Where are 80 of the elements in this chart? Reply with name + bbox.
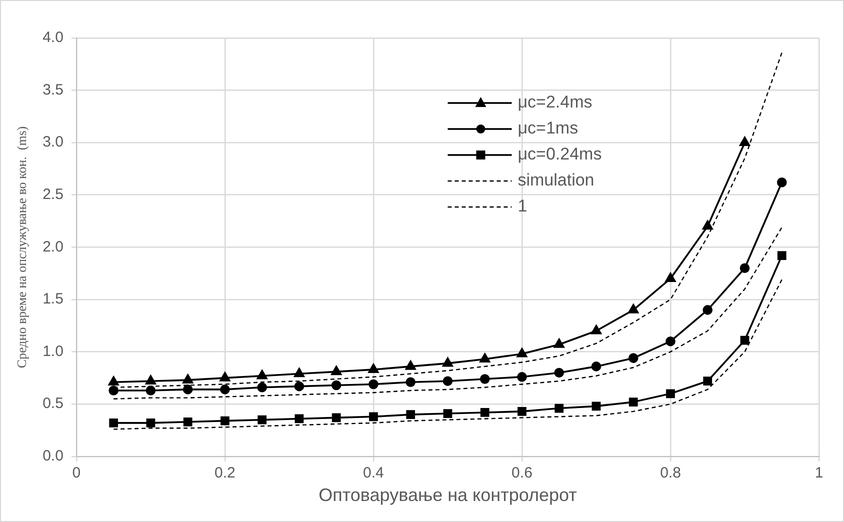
point [182, 384, 193, 394]
point [332, 413, 341, 422]
legend-label: μc=2.4ms [518, 92, 592, 112]
point [740, 336, 750, 345]
point [182, 374, 194, 384]
y-tick-label: 0.5 [42, 395, 64, 412]
point [480, 408, 490, 417]
point [406, 410, 416, 419]
point [666, 389, 675, 398]
legend-label: simulation [518, 170, 594, 190]
y-tick-label: 4.0 [42, 29, 64, 46]
y-axis-title: Средно време на опслужување во кон. (ms) [14, 126, 30, 368]
point [665, 272, 676, 282]
point [183, 417, 192, 426]
x-tick-label: 0 [72, 464, 81, 482]
legend-label: 1 [518, 196, 528, 216]
point [702, 220, 713, 230]
point [777, 251, 786, 260]
point [256, 370, 268, 380]
y-tick-label: 0.0 [42, 448, 64, 465]
point [109, 418, 118, 428]
x-axis-title: Оптоварување на контролерот [318, 485, 577, 506]
point [628, 304, 639, 314]
point [591, 362, 602, 372]
x-tick-label: 1 [814, 464, 824, 482]
point [442, 376, 453, 386]
y-tick-label: 3.5 [42, 81, 64, 98]
point [406, 377, 416, 388]
point [776, 177, 787, 188]
point [368, 379, 378, 390]
point [294, 414, 304, 424]
point [480, 374, 490, 384]
point [108, 386, 118, 396]
y-tick-label: 3.0 [42, 134, 64, 151]
point [146, 386, 156, 396]
legend-label: μc=1ms [518, 118, 578, 138]
point [740, 136, 750, 146]
point [666, 336, 676, 346]
point [369, 412, 378, 422]
point [220, 384, 230, 394]
point [331, 366, 342, 376]
point [518, 406, 526, 416]
x-tick-label: 0.4 [363, 464, 384, 482]
x-tick-label: 0.8 [660, 464, 681, 482]
point [331, 380, 342, 390]
point [294, 368, 304, 378]
point [442, 357, 453, 367]
point [108, 376, 119, 386]
point [294, 381, 304, 392]
point [480, 353, 490, 363]
point [220, 372, 230, 382]
point [443, 409, 452, 418]
point [220, 416, 230, 426]
point [257, 382, 267, 392]
y-tick-label: 1.0 [42, 342, 64, 360]
point [702, 305, 713, 315]
point [368, 364, 379, 373]
line-series [112, 226, 782, 400]
legend-label: μc=0.24ms [518, 144, 602, 164]
point [554, 404, 564, 413]
point [592, 402, 601, 411]
point [740, 263, 750, 274]
point [145, 375, 156, 384]
point [554, 338, 564, 348]
point [405, 360, 416, 370]
x-tick-label: 0.6 [512, 464, 532, 482]
y-tick-label: 2.5 [42, 186, 64, 204]
point [628, 353, 638, 363]
point [258, 415, 267, 424]
point [554, 368, 564, 378]
x-tick-label: 0.2 [214, 464, 236, 482]
point [591, 324, 602, 334]
y-tick-label: 1.5 [42, 290, 64, 308]
line-series [112, 279, 782, 430]
point [516, 348, 528, 358]
point [703, 376, 712, 386]
point [628, 398, 638, 406]
y-tick-label: 2.0 [42, 238, 64, 256]
point [146, 418, 156, 428]
point [517, 372, 527, 382]
